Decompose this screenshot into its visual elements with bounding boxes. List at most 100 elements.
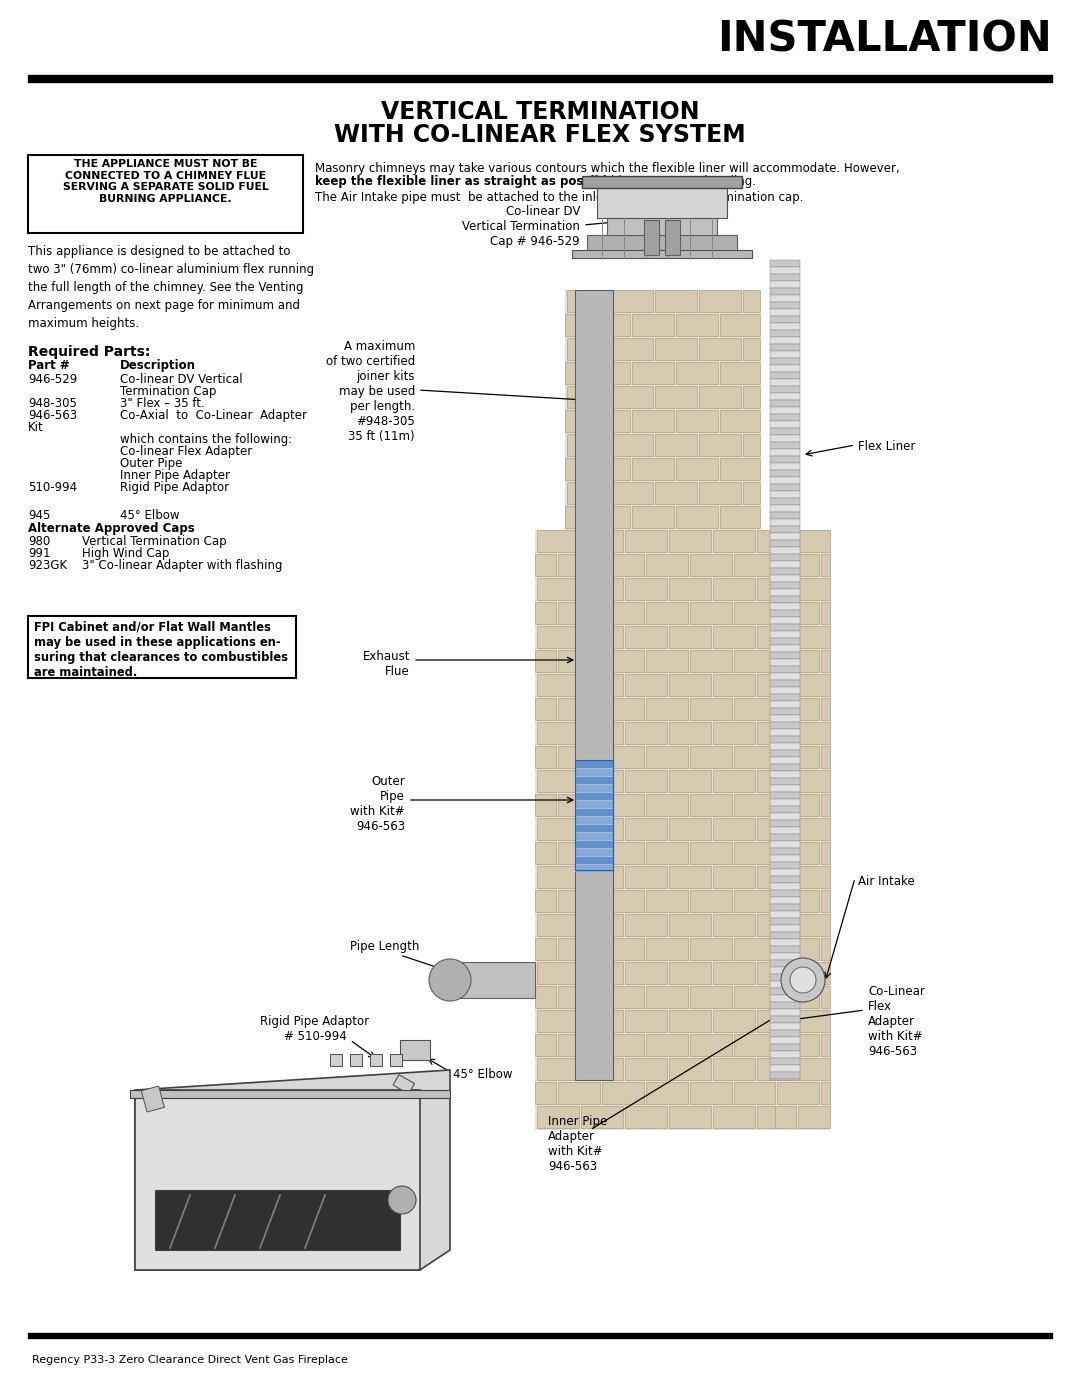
- Bar: [581, 1106, 623, 1127]
- Bar: [602, 1083, 644, 1104]
- Bar: [775, 1106, 796, 1127]
- Bar: [582, 176, 742, 189]
- Bar: [770, 407, 800, 414]
- Bar: [625, 1058, 667, 1080]
- Bar: [757, 673, 775, 696]
- Bar: [770, 260, 800, 267]
- Bar: [770, 904, 800, 911]
- Bar: [770, 309, 800, 316]
- Text: Masonry chimneys may take various contours which the flexible liner will accommo: Masonry chimneys may take various contou…: [315, 162, 900, 175]
- Bar: [537, 1010, 579, 1032]
- Bar: [611, 482, 653, 504]
- Bar: [770, 267, 800, 274]
- Bar: [567, 386, 609, 408]
- Bar: [558, 1083, 600, 1104]
- Text: Outer Pipe: Outer Pipe: [120, 457, 183, 469]
- Bar: [770, 834, 800, 841]
- Bar: [28, 75, 1052, 82]
- Text: 45° Elbow: 45° Elbow: [453, 1067, 513, 1081]
- Bar: [770, 778, 800, 785]
- Bar: [777, 650, 819, 672]
- Bar: [770, 534, 800, 541]
- Bar: [535, 650, 556, 672]
- Bar: [770, 911, 800, 918]
- Bar: [770, 624, 800, 631]
- Bar: [28, 1333, 1052, 1338]
- Bar: [669, 578, 711, 599]
- Bar: [770, 785, 800, 792]
- Text: The Air Intake pipe must  be attached to the inlet air collar of the termination: The Air Intake pipe must be attached to …: [315, 191, 804, 204]
- Bar: [669, 770, 711, 792]
- Bar: [611, 434, 653, 455]
- Bar: [611, 291, 653, 312]
- Bar: [588, 235, 737, 256]
- Bar: [770, 701, 800, 708]
- Bar: [565, 506, 586, 528]
- Bar: [713, 722, 755, 745]
- Bar: [669, 1106, 711, 1127]
- Bar: [713, 770, 755, 792]
- Bar: [567, 291, 609, 312]
- Bar: [558, 698, 600, 719]
- Circle shape: [789, 967, 816, 993]
- Bar: [770, 722, 800, 729]
- Bar: [665, 219, 680, 256]
- Bar: [770, 316, 800, 323]
- Bar: [713, 626, 755, 648]
- Bar: [770, 680, 800, 687]
- Bar: [757, 914, 775, 936]
- Bar: [775, 578, 796, 599]
- Bar: [775, 819, 796, 840]
- Bar: [135, 1090, 420, 1270]
- Bar: [770, 687, 800, 694]
- Bar: [535, 1034, 556, 1056]
- Bar: [775, 529, 831, 1130]
- Bar: [535, 937, 556, 960]
- Bar: [777, 698, 819, 719]
- Bar: [720, 409, 760, 432]
- Bar: [770, 1051, 800, 1058]
- Bar: [770, 476, 800, 483]
- Text: 45° Elbow: 45° Elbow: [120, 509, 179, 522]
- Bar: [669, 914, 711, 936]
- Bar: [770, 462, 800, 469]
- Bar: [581, 626, 623, 648]
- Bar: [770, 659, 800, 666]
- Bar: [581, 578, 623, 599]
- Bar: [770, 876, 800, 883]
- Bar: [821, 602, 831, 624]
- Bar: [770, 583, 800, 590]
- Bar: [770, 960, 800, 967]
- Bar: [770, 555, 800, 562]
- Bar: [625, 673, 667, 696]
- Bar: [669, 722, 711, 745]
- Bar: [669, 673, 711, 696]
- Bar: [770, 806, 800, 813]
- Bar: [734, 890, 775, 912]
- Bar: [690, 555, 732, 576]
- Bar: [690, 1083, 732, 1104]
- Text: Co-linear DV Vertical: Co-linear DV Vertical: [120, 373, 243, 386]
- Text: Inner Pipe
Adapter
with Kit#
946-563: Inner Pipe Adapter with Kit# 946-563: [548, 1115, 607, 1173]
- Bar: [625, 626, 667, 648]
- Bar: [588, 458, 630, 481]
- Text: Pipe Length: Pipe Length: [350, 940, 419, 953]
- Bar: [575, 761, 613, 768]
- Bar: [734, 793, 775, 816]
- Bar: [535, 793, 556, 816]
- Bar: [770, 295, 800, 302]
- Bar: [821, 746, 831, 768]
- Bar: [770, 358, 800, 365]
- Bar: [770, 1009, 800, 1016]
- Bar: [777, 602, 819, 624]
- Bar: [777, 1083, 819, 1104]
- Bar: [734, 1083, 775, 1104]
- Bar: [757, 626, 775, 648]
- Bar: [770, 1044, 800, 1051]
- Bar: [625, 722, 667, 745]
- Bar: [770, 469, 800, 476]
- Bar: [770, 750, 800, 757]
- Bar: [654, 338, 697, 360]
- Bar: [713, 578, 755, 599]
- Bar: [535, 1083, 556, 1104]
